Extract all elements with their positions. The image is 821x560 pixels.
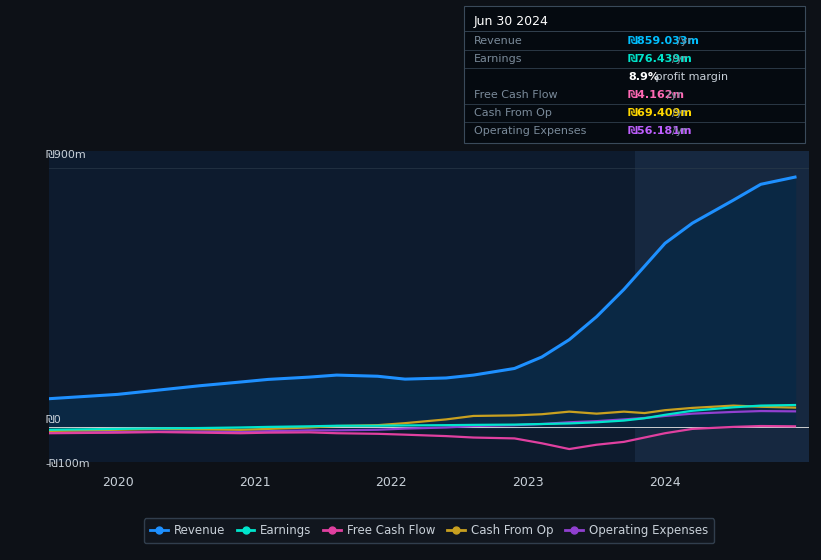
Legend: Revenue, Earnings, Free Cash Flow, Cash From Op, Operating Expenses: Revenue, Earnings, Free Cash Flow, Cash …	[144, 519, 714, 543]
Text: /yr: /yr	[667, 90, 682, 100]
Text: profit margin: profit margin	[652, 72, 728, 82]
Text: /yr: /yr	[672, 108, 687, 118]
Text: 2022: 2022	[375, 476, 407, 489]
Text: /yr: /yr	[672, 126, 687, 136]
Text: 2024: 2024	[649, 476, 681, 489]
Text: 2021: 2021	[239, 476, 270, 489]
Text: /yr: /yr	[677, 36, 692, 46]
Text: Cash From Op: Cash From Op	[474, 108, 552, 118]
Text: Earnings: Earnings	[474, 54, 522, 64]
Bar	[635, 151, 809, 462]
Text: ₪4.162m: ₪4.162m	[628, 90, 685, 100]
Text: /yr: /yr	[672, 54, 687, 64]
Text: 2020: 2020	[102, 476, 134, 489]
Text: Revenue: Revenue	[474, 36, 522, 46]
Text: -₪100m: -₪100m	[45, 459, 89, 469]
Text: Jun 30 2024: Jun 30 2024	[474, 15, 548, 28]
Text: ₪76.439m: ₪76.439m	[628, 54, 693, 64]
Text: 2023: 2023	[512, 476, 544, 489]
Text: ₪900m: ₪900m	[45, 150, 86, 160]
Text: 8.9%: 8.9%	[628, 72, 659, 82]
Text: Free Cash Flow: Free Cash Flow	[474, 90, 557, 100]
Text: ₪859.033m: ₪859.033m	[628, 36, 700, 46]
Text: ₪56.181m: ₪56.181m	[628, 126, 693, 136]
Text: ₪69.409m: ₪69.409m	[628, 108, 693, 118]
Text: Operating Expenses: Operating Expenses	[474, 126, 586, 136]
Text: ₪0: ₪0	[45, 414, 61, 424]
